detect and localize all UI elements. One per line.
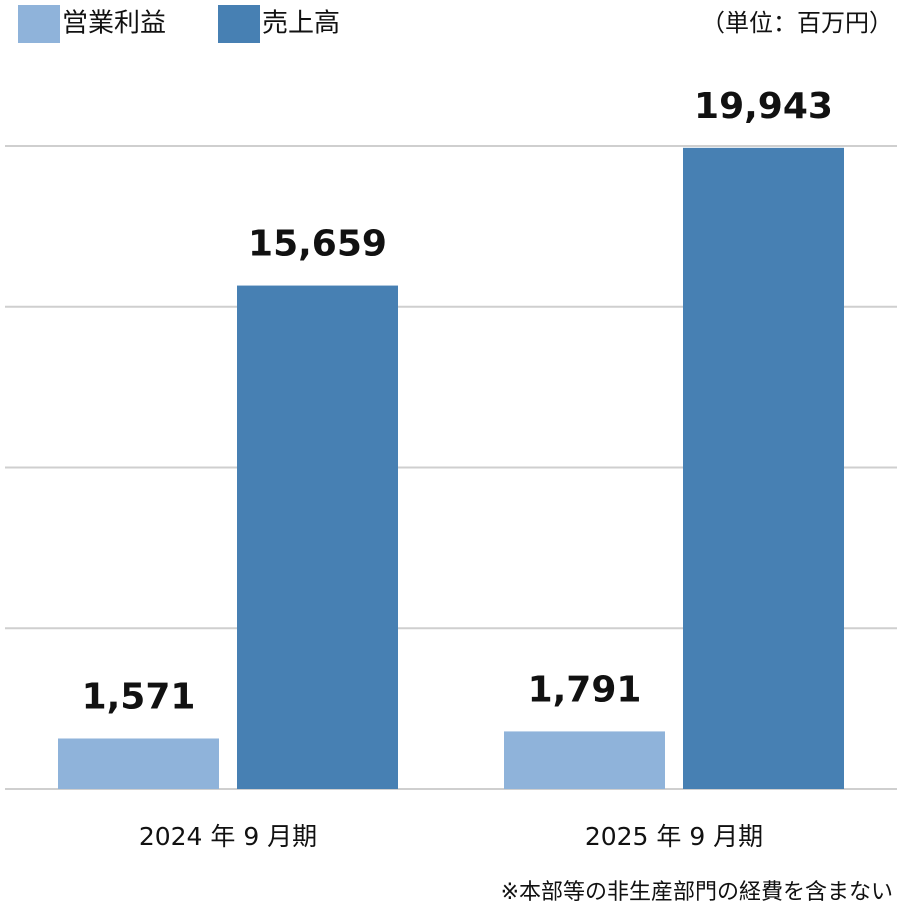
x-tick-label: 2024 年 9 月期 <box>139 822 317 851</box>
bar <box>504 731 665 789</box>
value-label: 1,791 <box>528 669 642 710</box>
bar <box>237 285 398 789</box>
unit-label: （単位：百万円） <box>701 9 893 37</box>
bar <box>58 738 219 789</box>
legend-swatch <box>18 5 60 43</box>
x-tick-label: 2025 年 9 月期 <box>585 822 763 851</box>
value-label: 15,659 <box>248 224 387 265</box>
value-label: 19,943 <box>694 86 833 127</box>
footnote: ※本部等の非生産部門の経費を含まない <box>501 880 893 905</box>
bar <box>683 147 844 790</box>
legend-label: 売上高 <box>262 9 340 39</box>
legend-label: 営業利益 <box>62 9 166 39</box>
value-label: 1,571 <box>82 676 196 717</box>
legend-swatch <box>218 5 260 43</box>
